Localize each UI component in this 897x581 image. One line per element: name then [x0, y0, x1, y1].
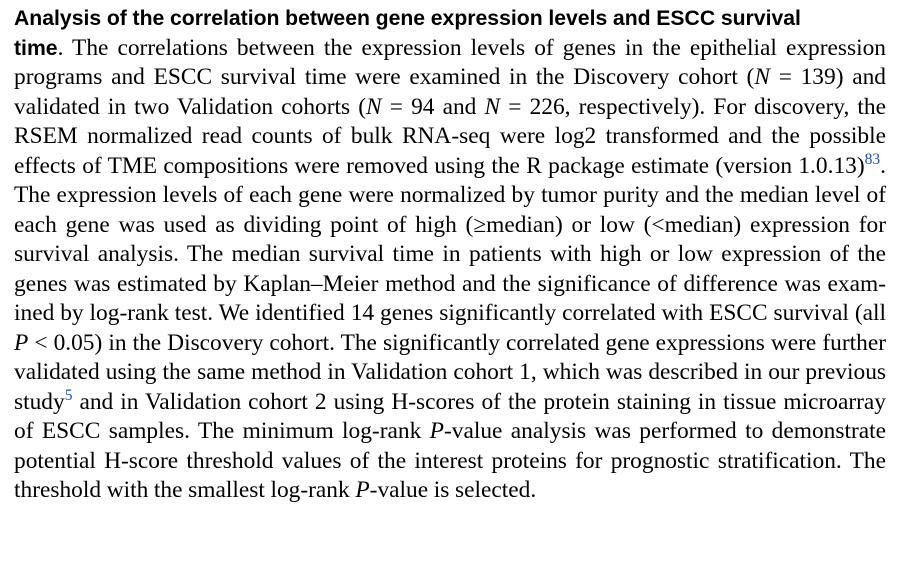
section-heading-line2: time: [14, 36, 58, 60]
reference-link-5[interactable]: 5: [64, 386, 73, 404]
body-text: and in Validation cohort 2 using H-score…: [14, 388, 886, 445]
body-text: ined by log-rank test. We identified 14 …: [14, 300, 886, 326]
body-text: = 94 and: [381, 93, 485, 120]
body-text: . The expression levels of each gene wer…: [14, 152, 886, 297]
body-text: . The correlations between the expressio…: [14, 34, 886, 91]
variable-p: P: [429, 418, 444, 444]
variable-n: N: [484, 93, 501, 120]
body-text: -value analysis was performed to demonst…: [14, 418, 886, 503]
methods-paragraph: Analysis of the correlation between gene…: [14, 4, 886, 506]
variable-n: N: [754, 64, 770, 90]
body-text: = 226, respectively). For discovery, the…: [14, 93, 886, 179]
section-heading: Analysis of the correlation between gene…: [14, 7, 801, 60]
section-heading-line1: Analysis of the correlation between gene…: [14, 7, 801, 30]
body-text: < 0.05) in the Discovery cohort. The sig…: [14, 329, 886, 415]
variable-n: N: [366, 93, 382, 120]
body-text: -value is selected.: [369, 477, 537, 503]
reference-link-83[interactable]: 83: [864, 150, 881, 168]
body-text: = 139) and validated in two Validation c…: [14, 64, 886, 120]
variable-p: P: [355, 477, 370, 503]
variable-p: P: [14, 329, 29, 356]
